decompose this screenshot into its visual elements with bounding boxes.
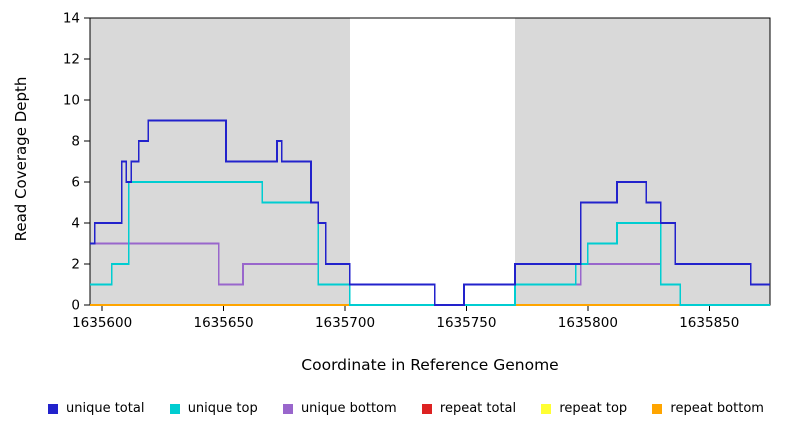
shaded-region	[515, 18, 770, 305]
legend-swatch-unique-bottom	[282, 403, 293, 414]
x-tick-label: 1635600	[72, 315, 132, 331]
y-tick-label: 8	[71, 134, 80, 150]
legend-item-repeat-top: repeat top	[541, 401, 627, 416]
y-tick-label: 14	[63, 11, 80, 27]
y-tick-label: 10	[63, 93, 80, 109]
x-tick-label: 1635700	[315, 315, 375, 331]
legend-label-repeat-top: repeat top	[559, 401, 628, 416]
legend-item-unique-top: unique top	[169, 401, 258, 416]
y-axis-label: Read Coverage Depth	[12, 76, 30, 242]
legend-item-repeat-bottom: repeat bottom	[652, 401, 764, 416]
y-tick-label: 6	[71, 175, 80, 191]
legend-label-unique-top: unique top	[187, 401, 258, 416]
legend-swatch-repeat-total	[421, 403, 432, 414]
series-line-unique-top	[90, 181, 770, 306]
legend-label-repeat-total: repeat total	[439, 401, 517, 416]
x-tick-label: 1635850	[679, 315, 739, 331]
legend: unique total unique top unique bottom repea…	[48, 401, 764, 416]
legend-item-unique-total: unique total	[48, 401, 144, 416]
legend-label-repeat-bottom: repeat bottom	[670, 401, 764, 416]
x-tick-label: 1635750	[436, 315, 496, 331]
x-tick-label: 1635650	[194, 315, 254, 331]
y-tick-label: 4	[71, 216, 80, 232]
legend-item-unique-bottom: unique bottom	[282, 401, 397, 416]
y-tick-label: 0	[71, 298, 80, 314]
series-line-unique-total	[90, 119, 770, 306]
legend-swatch-unique-total	[48, 403, 58, 414]
legend-swatch-unique-top	[169, 403, 180, 414]
coverage-plot-svg: 1635600 1635650 1635700 1635750 1635800 16358…	[63, 11, 771, 331]
y-tick-label: 12	[63, 52, 80, 68]
legend-label-unique-total: unique total	[66, 401, 145, 416]
y-tick-label: 2	[71, 257, 80, 273]
legend-swatch-repeat-top	[541, 403, 552, 414]
legend-label-unique-bottom: unique bottom	[300, 401, 397, 416]
legend-swatch-repeat-bottom	[652, 403, 663, 414]
legend-item-repeat-total: repeat total	[421, 401, 517, 416]
x-tick-label: 1635800	[558, 315, 618, 331]
x-axis-label: Coordinate in Reference Genome	[301, 356, 559, 374]
coverage-plot: 1635600 1635650 1635700 1635750 1635800 16358…	[63, 11, 771, 331]
